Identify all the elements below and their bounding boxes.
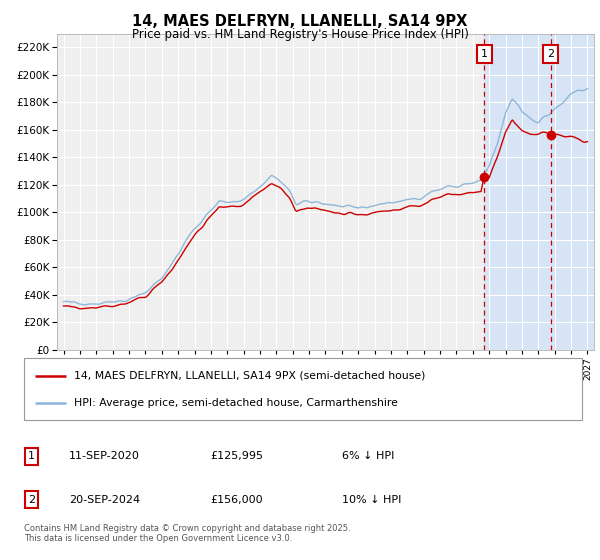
- Text: 2: 2: [28, 494, 35, 505]
- Text: 1: 1: [481, 49, 488, 59]
- Text: £156,000: £156,000: [210, 494, 263, 505]
- Text: 11-SEP-2020: 11-SEP-2020: [69, 451, 140, 461]
- Text: 14, MAES DELFRYN, LLANELLI, SA14 9PX: 14, MAES DELFRYN, LLANELLI, SA14 9PX: [133, 14, 467, 29]
- Text: 20-SEP-2024: 20-SEP-2024: [69, 494, 140, 505]
- Text: Contains HM Land Registry data © Crown copyright and database right 2025.
This d: Contains HM Land Registry data © Crown c…: [24, 524, 350, 543]
- Bar: [484, 34, 600, 350]
- Text: 2: 2: [547, 49, 554, 59]
- Text: 6% ↓ HPI: 6% ↓ HPI: [342, 451, 394, 461]
- Text: 1: 1: [28, 451, 35, 461]
- Text: HPI: Average price, semi-detached house, Carmarthenshire: HPI: Average price, semi-detached house,…: [74, 398, 398, 408]
- Text: £125,995: £125,995: [210, 451, 263, 461]
- Text: 14, MAES DELFRYN, LLANELLI, SA14 9PX (semi-detached house): 14, MAES DELFRYN, LLANELLI, SA14 9PX (se…: [74, 371, 425, 381]
- Text: 10% ↓ HPI: 10% ↓ HPI: [342, 494, 401, 505]
- Text: Price paid vs. HM Land Registry's House Price Index (HPI): Price paid vs. HM Land Registry's House …: [131, 28, 469, 41]
